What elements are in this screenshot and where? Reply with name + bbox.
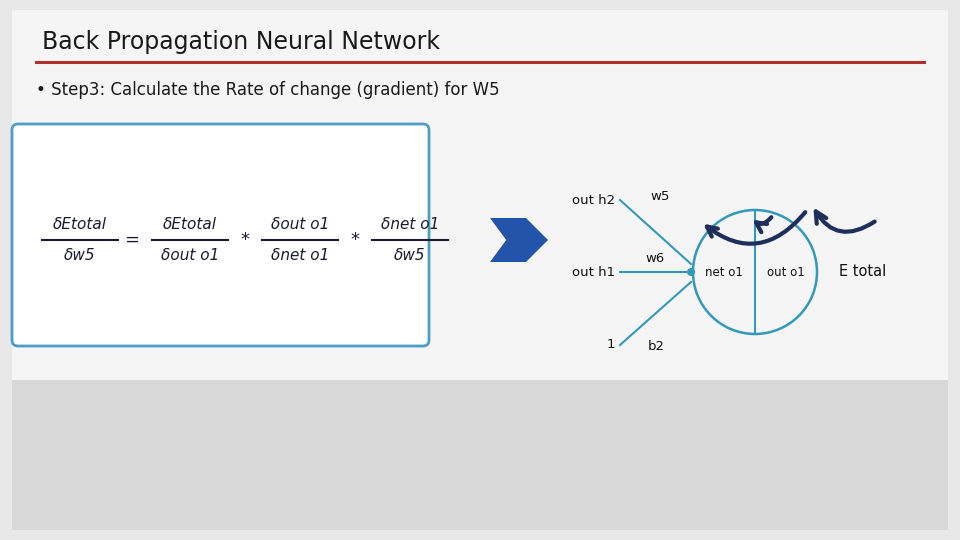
Text: δout o1: δout o1	[161, 248, 219, 263]
Text: δw5: δw5	[395, 248, 426, 263]
Text: δEtotal: δEtotal	[53, 217, 107, 232]
Text: out o1: out o1	[767, 266, 804, 279]
Text: b2: b2	[648, 341, 665, 354]
Text: δnet o1: δnet o1	[381, 217, 439, 232]
Text: out h1: out h1	[572, 266, 615, 279]
Text: w6: w6	[645, 252, 664, 265]
Circle shape	[687, 268, 695, 276]
Text: net o1: net o1	[705, 266, 743, 279]
FancyBboxPatch shape	[12, 380, 948, 530]
Text: 1: 1	[607, 339, 615, 352]
Text: Back Propagation Neural Network: Back Propagation Neural Network	[42, 30, 440, 54]
Text: *: *	[241, 231, 250, 249]
Text: δout o1: δout o1	[271, 217, 329, 232]
FancyBboxPatch shape	[12, 10, 948, 380]
Text: *: *	[350, 231, 359, 249]
Text: =: =	[125, 231, 139, 249]
Text: δw5: δw5	[64, 248, 96, 263]
Text: w5: w5	[650, 190, 669, 202]
FancyBboxPatch shape	[12, 124, 429, 346]
Text: δnet o1: δnet o1	[271, 248, 329, 263]
Text: δEtotal: δEtotal	[163, 217, 217, 232]
Text: E total: E total	[839, 265, 886, 280]
Text: • Step3: Calculate the Rate of change (gradient) for W5: • Step3: Calculate the Rate of change (g…	[36, 81, 499, 99]
Polygon shape	[490, 218, 548, 262]
Text: out h2: out h2	[572, 193, 615, 206]
